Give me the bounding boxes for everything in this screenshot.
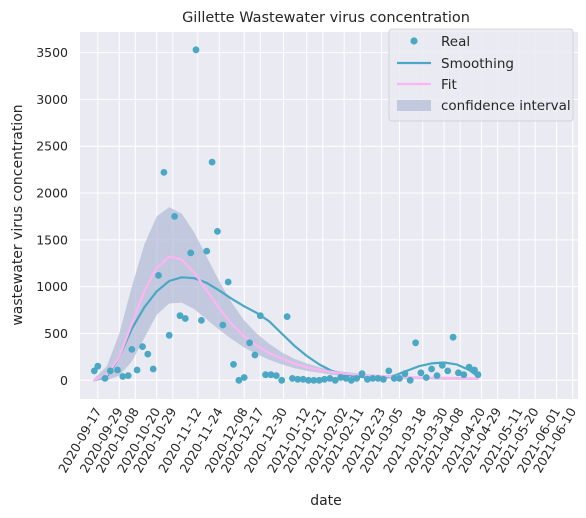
real-data-point [240,374,248,381]
real-data-point [305,376,312,384]
legend: Real Smoothing Fit confidence interval [388,28,574,122]
real-data-point [417,369,425,377]
real-data-point [406,376,414,384]
real-data-point [101,375,109,382]
real-data-point [353,375,361,382]
real-data-point [347,376,355,384]
real-data-point [267,371,275,379]
real-data-point [289,375,296,382]
real-data-point [203,247,211,255]
real-data-point [119,373,127,380]
y-tick-label: 500 [44,326,68,341]
real-data-point [106,367,114,375]
real-data-point [433,372,441,379]
real-data-point [315,376,323,384]
real-data-point [155,272,162,279]
chart-title: Gillette Wastewater virus concentration [182,10,470,26]
real-data-point [214,228,221,235]
real-points-layer [90,46,482,384]
y-tick-label: 3000 [36,92,68,107]
series-lines-layer [93,255,480,382]
legend-band-patch [397,100,431,111]
real-data-point [272,372,280,379]
y-tick-label: 2500 [36,139,68,154]
real-data-point [283,313,291,320]
real-data-point [208,158,216,166]
real-data-point [294,375,302,383]
real-data-point [165,331,173,339]
smoothing-line [93,276,480,382]
real-data-point [455,369,462,377]
real-data-point [326,375,334,382]
real-data-point [262,371,269,379]
real-data-point [171,213,179,220]
real-data-point [198,317,205,324]
real-data-point [278,376,286,384]
real-data-point [230,361,237,368]
legend-fit-label: Fit [441,77,457,93]
real-data-point [364,375,371,383]
real-data-point [449,333,457,341]
real-data-point [90,367,98,375]
y-tick-label: 1500 [36,232,68,247]
legend-band-label: confidence interval [441,98,571,114]
real-data-point [94,362,102,370]
real-data-point [428,365,435,373]
real-data-point [128,346,136,353]
real-data-point [251,351,259,359]
real-data-point [224,278,232,286]
real-data-point [235,376,243,384]
real-data-point [181,315,189,322]
real-data-point [471,366,478,374]
real-data-point [438,361,446,369]
real-data-point [374,375,382,382]
fit-line [93,255,480,382]
legend-smoothing-label: Smoothing [441,56,514,72]
legend-real-label: Real [441,34,470,50]
real-data-point [246,339,254,347]
real-data-point [149,365,157,373]
real-data-point [460,371,468,379]
real-data-point [321,375,328,383]
real-data-point [474,371,482,379]
real-data-point [219,321,227,329]
real-data-point [342,375,350,382]
real-data-point [256,312,264,320]
real-data-point [385,367,393,375]
real-data-point [380,375,387,383]
x-axis-label: date [310,493,342,509]
real-data-point [412,339,419,347]
real-data-point [187,249,195,257]
real-data-point [465,363,473,371]
real-data-point [444,367,452,375]
y-tick-label: 0 [60,373,68,388]
x-tick-labels: 2020-09-172020-09-292020-10-082020-10-20… [55,405,579,475]
real-data-point [396,375,403,382]
real-data-point [422,374,430,381]
real-data-point [401,370,409,378]
y-tick-label: 2000 [36,186,68,201]
real-data-point [369,375,377,382]
real-data-point [133,366,141,374]
real-data-point [144,350,152,358]
y-tick-label: 1000 [36,279,68,294]
real-data-point [176,312,184,320]
real-data-point [358,370,366,378]
real-data-point [390,375,398,382]
real-data-point [310,376,318,384]
real-data-point [192,46,200,54]
real-data-point [160,169,168,176]
real-data-point [331,376,339,384]
real-data-point [139,343,146,350]
y-tick-label: 3500 [36,45,68,60]
legend-box [388,28,574,122]
real-data-point [337,374,344,381]
y-axis-label: wastewater virus concentration [10,104,26,325]
real-data-point [124,372,132,379]
legend-real-marker [410,37,418,45]
real-data-point [114,366,121,374]
y-tick-labels: 0 500 1000 1500 2000 2500 3000 3500 [36,45,68,388]
real-data-point [299,375,307,383]
